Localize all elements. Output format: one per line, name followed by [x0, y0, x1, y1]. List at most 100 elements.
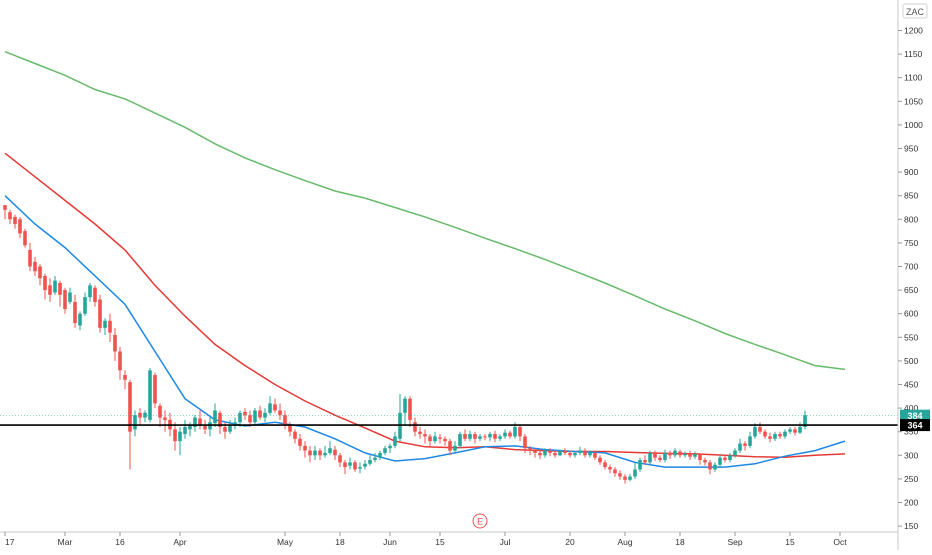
- candle-body[interactable]: [598, 457, 602, 463]
- candle-body[interactable]: [713, 464, 717, 470]
- candle-body[interactable]: [193, 417, 197, 427]
- candle-body[interactable]: [443, 438, 447, 442]
- candle-body[interactable]: [788, 429, 792, 432]
- candle-body[interactable]: [273, 404, 277, 411]
- candle-body[interactable]: [643, 460, 647, 463]
- candle-body[interactable]: [803, 415, 807, 427]
- candle-body[interactable]: [128, 382, 132, 432]
- candle-body[interactable]: [638, 460, 642, 470]
- candle-body[interactable]: [548, 450, 552, 453]
- candle-body[interactable]: [78, 313, 82, 326]
- candle-body[interactable]: [778, 434, 782, 437]
- candle-body[interactable]: [508, 432, 512, 437]
- candle-body[interactable]: [343, 462, 347, 468]
- candle-body[interactable]: [183, 426, 187, 435]
- candle-body[interactable]: [723, 457, 727, 461]
- candle-body[interactable]: [498, 436, 502, 439]
- candle-body[interactable]: [793, 429, 797, 433]
- candle-body[interactable]: [708, 462, 712, 470]
- candle-body[interactable]: [613, 469, 617, 474]
- earnings-event-icon[interactable]: [472, 513, 488, 529]
- candle-body[interactable]: [608, 467, 612, 470]
- candle-body[interactable]: [298, 438, 302, 446]
- candle-body[interactable]: [743, 443, 747, 446]
- candle-body[interactable]: [478, 436, 482, 439]
- candle-body[interactable]: [773, 434, 777, 439]
- candle-body[interactable]: [158, 405, 162, 418]
- candle-body[interactable]: [748, 436, 752, 446]
- candle-body[interactable]: [288, 424, 292, 432]
- candle-body[interactable]: [98, 299, 102, 328]
- candle-body[interactable]: [303, 445, 307, 451]
- candle-body[interactable]: [493, 434, 497, 439]
- candle-body[interactable]: [378, 452, 382, 458]
- candle-body[interactable]: [448, 441, 452, 451]
- candle-body[interactable]: [8, 212, 12, 220]
- candle-body[interactable]: [533, 450, 537, 453]
- candle-body[interactable]: [173, 429, 177, 442]
- candle-body[interactable]: [433, 436, 437, 442]
- candle-body[interactable]: [653, 452, 657, 458]
- candle-body[interactable]: [683, 453, 687, 456]
- candle-body[interactable]: [688, 453, 692, 457]
- candle-body[interactable]: [393, 436, 397, 446]
- candle-body[interactable]: [23, 231, 27, 246]
- candle-body[interactable]: [198, 418, 202, 427]
- candle-body[interactable]: [353, 462, 357, 470]
- candle-body[interactable]: [628, 476, 632, 480]
- candle-body[interactable]: [308, 450, 312, 456]
- candle-body[interactable]: [258, 410, 262, 418]
- candle-body[interactable]: [593, 452, 597, 458]
- candle-body[interactable]: [43, 275, 47, 291]
- candle-body[interactable]: [648, 452, 652, 463]
- candle-body[interactable]: [408, 398, 412, 420]
- candle-body[interactable]: [263, 412, 267, 418]
- candle-body[interactable]: [133, 415, 137, 430]
- candle-body[interactable]: [253, 410, 257, 423]
- candle-body[interactable]: [483, 436, 487, 438]
- candle-body[interactable]: [513, 426, 517, 437]
- candle-body[interactable]: [68, 292, 72, 302]
- candle-body[interactable]: [293, 431, 297, 439]
- candle-body[interactable]: [588, 452, 592, 456]
- plot-area[interactable]: E: [0, 51, 898, 529]
- candle-body[interactable]: [783, 431, 787, 437]
- candle-body[interactable]: [143, 412, 147, 418]
- candle-body[interactable]: [313, 450, 317, 456]
- candle-body[interactable]: [578, 450, 582, 453]
- candle-body[interactable]: [218, 412, 222, 427]
- candle-body[interactable]: [618, 473, 622, 477]
- candle-body[interactable]: [88, 285, 92, 298]
- candle-body[interactable]: [18, 219, 22, 234]
- candle-body[interactable]: [698, 453, 702, 461]
- candle-body[interactable]: [58, 283, 62, 295]
- time-axis[interactable]: 17 Mar 16 Apr May 18 Jun 15 Jul 20 Aug 18 Sep 15 Oct: [0, 531, 898, 547]
- candle-body[interactable]: [323, 452, 327, 456]
- candle-body[interactable]: [603, 462, 607, 468]
- candle-body[interactable]: [33, 261, 37, 272]
- candle-body[interactable]: [403, 398, 407, 413]
- candle-body[interactable]: [118, 351, 122, 371]
- candle-body[interactable]: [213, 410, 217, 424]
- candle-body[interactable]: [83, 297, 87, 314]
- candle-body[interactable]: [798, 426, 802, 433]
- candle-body[interactable]: [3, 205, 7, 210]
- candle-body[interactable]: [423, 434, 427, 437]
- candle-body[interactable]: [753, 426, 757, 437]
- candle-body[interactable]: [693, 453, 697, 457]
- candle-body[interactable]: [538, 452, 542, 456]
- candle-body[interactable]: [113, 334, 117, 352]
- candle-body[interactable]: [123, 375, 127, 380]
- candle-body[interactable]: [563, 450, 567, 453]
- candle-body[interactable]: [488, 434, 492, 438]
- candle-body[interactable]: [248, 415, 252, 423]
- candle-body[interactable]: [13, 216, 17, 225]
- candle-body[interactable]: [103, 320, 107, 328]
- candle-body[interactable]: [673, 450, 677, 456]
- candle-body[interactable]: [558, 450, 562, 456]
- candle-body[interactable]: [763, 431, 767, 437]
- candle-body[interactable]: [138, 412, 142, 418]
- candle-body[interactable]: [583, 450, 587, 456]
- candle-body[interactable]: [668, 452, 672, 456]
